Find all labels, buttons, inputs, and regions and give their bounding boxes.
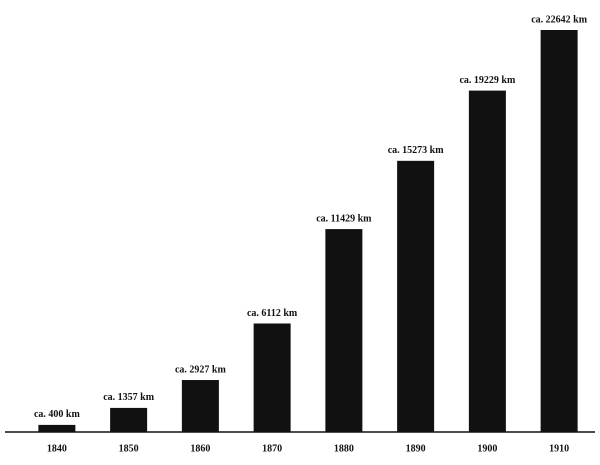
x-tick-label: 1890 xyxy=(406,443,426,454)
bar xyxy=(253,323,291,432)
x-tick-label: 1870 xyxy=(262,443,282,454)
bar xyxy=(540,30,578,432)
x-tick-label: 1910 xyxy=(549,443,569,454)
x-tick-label: 1860 xyxy=(190,443,210,454)
x-tick-label: 1880 xyxy=(334,443,354,454)
value-label: ca. 15273 km xyxy=(388,145,445,156)
bar xyxy=(397,160,435,433)
bar xyxy=(110,407,148,432)
value-label: ca. 22642 km xyxy=(531,14,588,25)
x-tick-label: 1840 xyxy=(47,443,67,454)
value-label: ca. 2927 km xyxy=(175,364,227,375)
bar xyxy=(468,90,506,433)
value-label: ca. 1357 km xyxy=(103,392,155,403)
bar xyxy=(38,424,76,432)
bar xyxy=(181,380,219,432)
value-label: ca. 400 km xyxy=(34,409,81,420)
value-label: ca. 6112 km xyxy=(247,308,298,319)
value-label: ca. 11429 km xyxy=(316,213,372,224)
x-tick-label: 1850 xyxy=(119,443,139,454)
x-tick-label: 1900 xyxy=(477,443,497,454)
value-label: ca. 19229 km xyxy=(459,75,516,86)
bar xyxy=(325,229,363,432)
